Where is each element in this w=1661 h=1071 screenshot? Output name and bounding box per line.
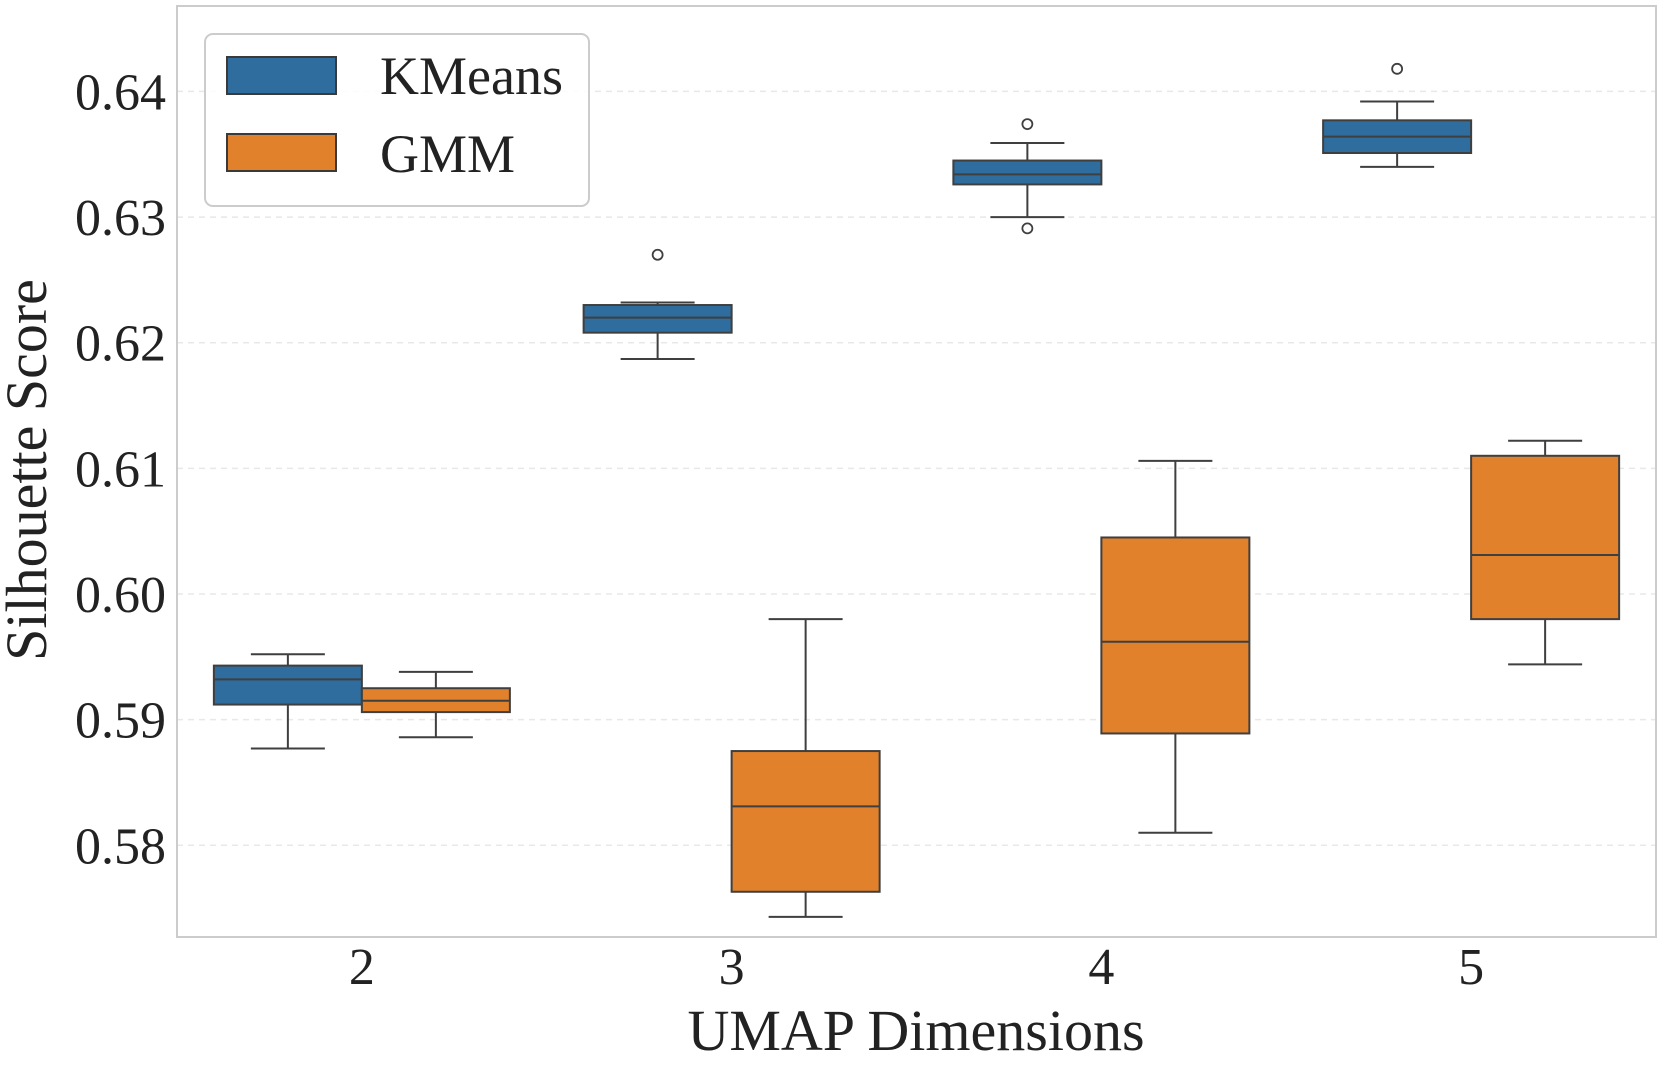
box-body-gmm-5 [1470,454,1621,621]
x-tick-labels: 2 3 4 5 [349,939,1484,996]
plot-frame [176,5,1657,938]
box-kmeans-4 [952,118,1103,235]
y-tick-labels: 0.58 0.59 0.60 0.61 0.62 0.63 0.64 [75,64,166,875]
box-body-kmeans-4 [952,159,1103,186]
box-kmeans-5 [1322,62,1473,168]
y-tick-label: 0.60 [75,567,166,624]
x-tick-label: 5 [1458,939,1484,996]
box-body-gmm-3 [730,750,881,893]
legend-label-kmeans: KMeans [380,46,563,106]
legend-swatch-gmm [226,133,337,172]
y-tick-label: 0.63 [75,190,166,247]
x-tick-label: 4 [1088,939,1114,996]
y-axis-label: Silhouette Score [0,279,59,661]
boxes [212,62,1621,918]
box-body-kmeans-2 [212,664,363,706]
outlier-kmeans-5 [1391,62,1404,75]
y-tick-label: 0.61 [75,441,166,498]
legend-label-gmm: GMM [380,124,515,184]
box-kmeans-3 [582,248,733,361]
outlier-kmeans-4 [1021,118,1034,131]
box-gmm-3 [730,618,881,918]
outlier-kmeans-3 [651,248,664,261]
y-tick-label: 0.62 [75,316,166,373]
box-gmm-5 [1470,439,1621,666]
box-gmm-4 [1100,459,1251,834]
x-axis-label: UMAP Dimensions [687,998,1144,1063]
x-tick-label: 3 [719,939,745,996]
box-body-kmeans-3 [582,304,733,334]
y-tick-label: 0.58 [75,818,166,875]
y-tick-label: 0.59 [75,693,166,750]
legend-swatch-kmeans [226,56,337,95]
x-tick-label: 2 [349,939,375,996]
box-body-gmm-4 [1100,536,1251,735]
box-gmm-2 [360,670,511,739]
y-tick-label: 0.64 [75,64,166,121]
box-kmeans-2 [212,653,363,750]
outlier-kmeans-4 [1021,222,1034,235]
legend[interactable]: KMeans GMM [204,33,590,207]
